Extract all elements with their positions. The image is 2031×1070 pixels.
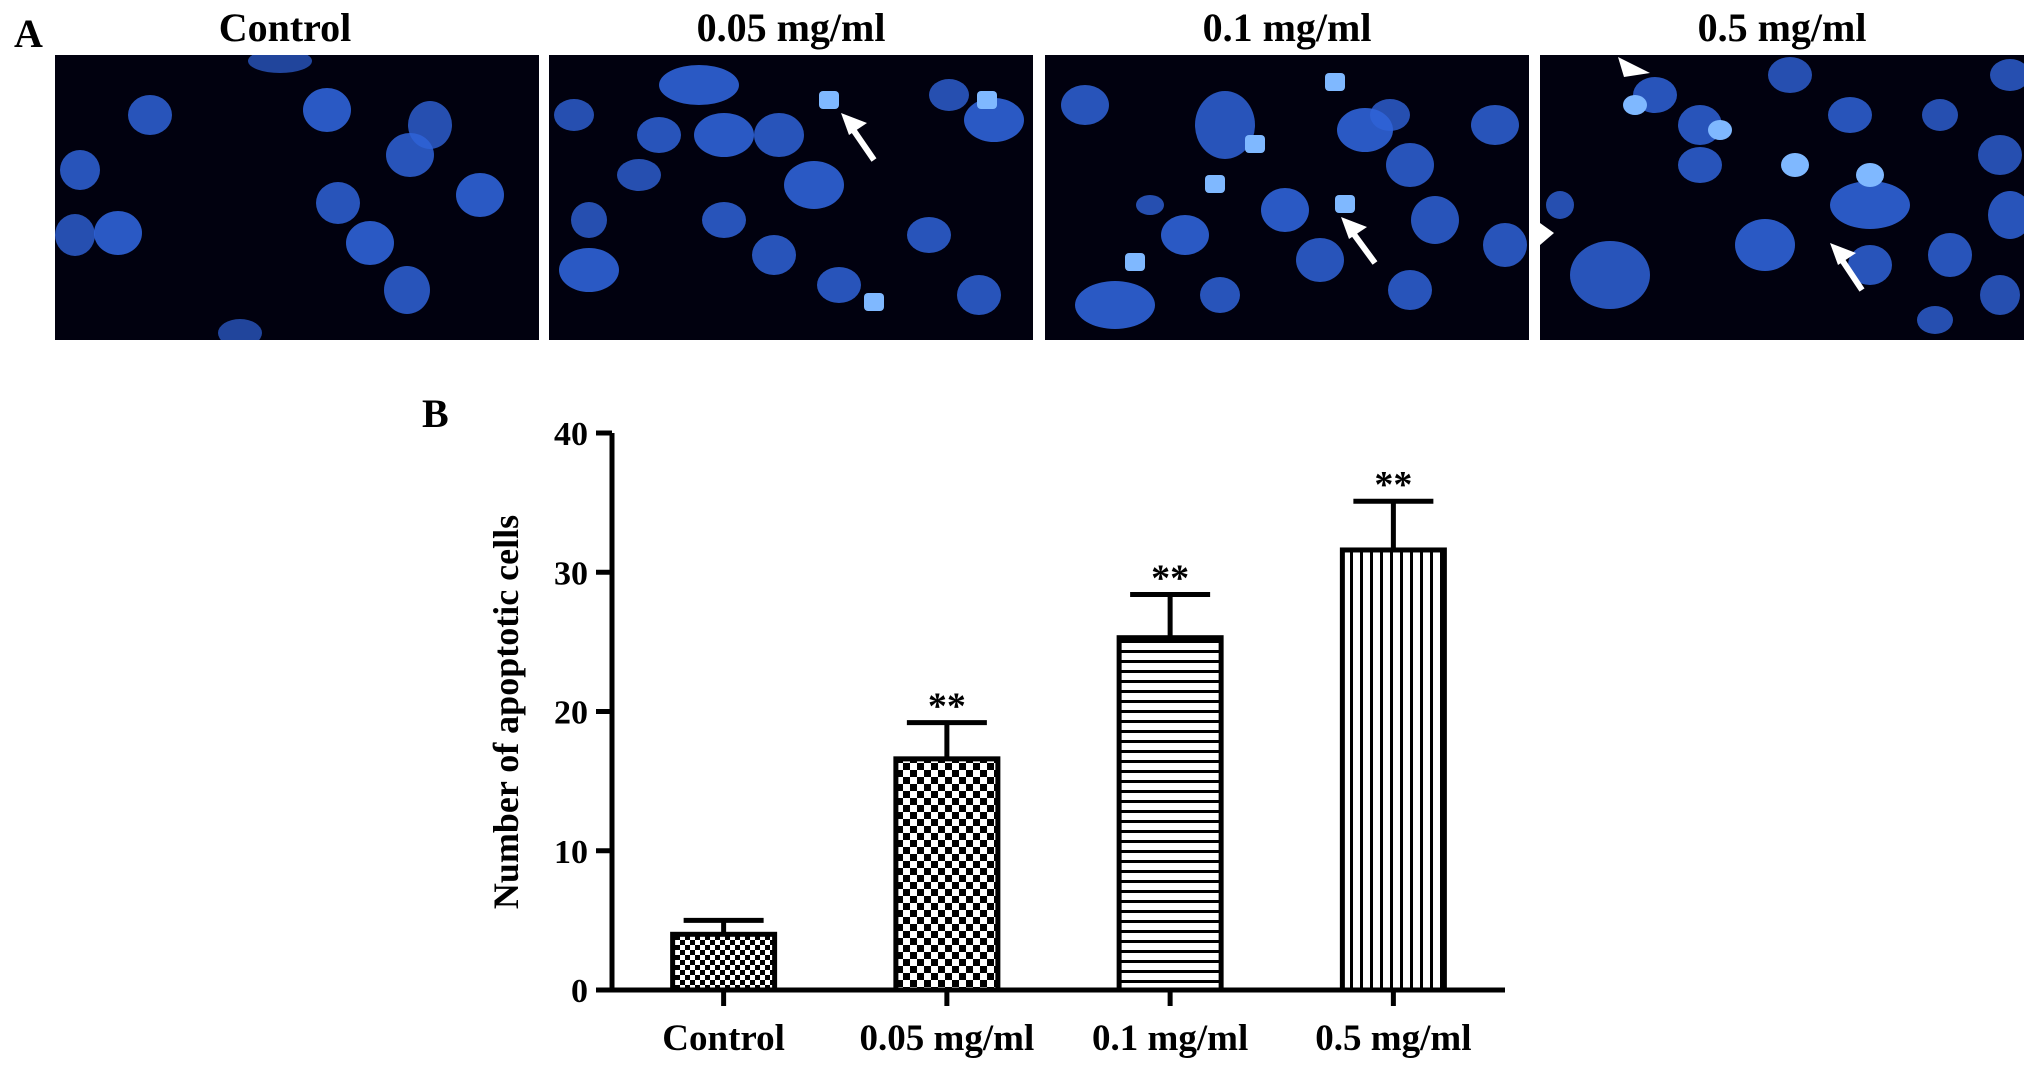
y-axis-label: Number of apoptotic cells — [486, 515, 526, 909]
image-title-0-05: 0.05 mg/ml — [696, 5, 886, 50]
x-tick-label-2: 0.1 mg/ml — [1092, 1018, 1248, 1059]
y-tick-label-4: 40 — [554, 416, 588, 453]
bar-2 — [1116, 635, 1224, 993]
image-title-control: Control — [218, 5, 352, 50]
x-tick-label-0: Control — [662, 1018, 785, 1059]
x-tick-label-1: 0.05 mg/ml — [860, 1018, 1035, 1059]
micrograph-0-5-drawing — [1540, 57, 2024, 334]
y-tick-label-1: 10 — [554, 834, 588, 871]
micrograph-0-1-drawing — [1061, 73, 1527, 329]
bar-3 — [1339, 547, 1447, 993]
significance-mark-2: ** — [1151, 558, 1189, 600]
micrograph-0-05-drawing — [554, 65, 1024, 315]
significance-mark-1: ** — [928, 686, 966, 728]
y-tick-label-2: 20 — [554, 695, 588, 732]
panel-b-label: B — [422, 391, 449, 436]
micrograph-0-05 — [549, 55, 1033, 340]
micrograph-0-1 — [1045, 55, 1529, 340]
significance-mark-3: ** — [1374, 464, 1412, 506]
bar-0 — [670, 931, 778, 993]
x-tick-label-3: 0.5 mg/ml — [1315, 1018, 1471, 1059]
panel-a-label: A — [14, 11, 43, 56]
micrograph-0-5 — [1540, 55, 2024, 340]
y-tick-label-3: 30 — [554, 555, 588, 592]
y-tick-label-0: 0 — [571, 973, 588, 1010]
image-title-0-5: 0.5 mg/ml — [1697, 5, 1867, 50]
bar-1 — [893, 756, 1001, 993]
image-title-0-1: 0.1 mg/ml — [1202, 5, 1372, 50]
micrograph-control-drawing — [55, 55, 504, 340]
micrograph-control — [55, 55, 539, 340]
